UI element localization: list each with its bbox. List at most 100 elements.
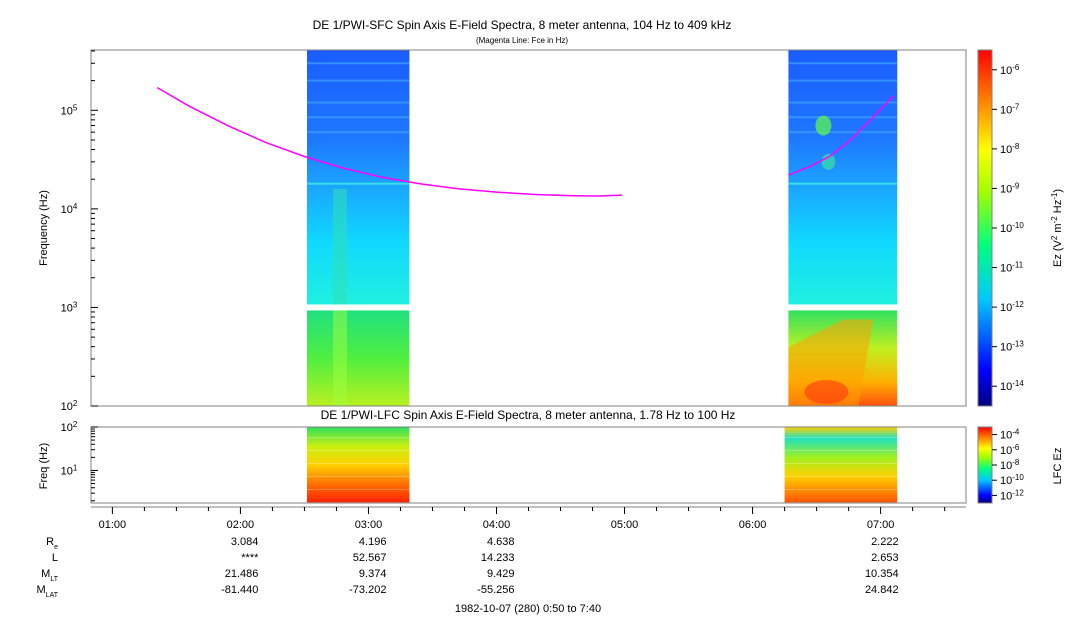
ephemeris-value: 4.638 bbox=[487, 536, 515, 548]
lfc-band bbox=[784, 437, 898, 438]
time-tick-label: 01:00 bbox=[99, 519, 127, 531]
sfc-emission-streak bbox=[332, 188, 347, 305]
ephemeris-value: 3.084 bbox=[231, 536, 259, 548]
lfc-colorbar-tick-label: 10-8 bbox=[1000, 458, 1020, 473]
lfc-block-0 bbox=[306, 427, 410, 503]
sfc-plot-frame bbox=[90, 49, 967, 407]
lfc-spectrogram-panel: 101 102 Freq (Hz) bbox=[38, 420, 967, 504]
time-tick-label: 03:00 bbox=[355, 519, 383, 531]
lfc-band bbox=[306, 476, 410, 477]
ephemeris-value: 9.429 bbox=[487, 568, 515, 580]
sfc-emission-patch bbox=[815, 115, 832, 136]
lfc-colorbar-tick-label: 10-4 bbox=[1000, 427, 1020, 442]
sfc-y-axis-label: Frequency (Hz) bbox=[38, 190, 50, 266]
lfc-band bbox=[306, 437, 410, 438]
chart-subtitle: (Magenta Line: Fce in Hz) bbox=[476, 36, 568, 45]
time-tick-label: 05:00 bbox=[611, 519, 639, 531]
ephemeris-value: 14.233 bbox=[481, 552, 515, 564]
lfc-band bbox=[306, 489, 410, 490]
ephemeris-value: -73.202 bbox=[349, 584, 386, 596]
sfc-emission-streak-low bbox=[332, 310, 347, 406]
sfc-stripe bbox=[788, 79, 898, 82]
lfc-y-tick-label: 102 bbox=[61, 420, 78, 435]
sfc-colorbar-tick-label: 10-13 bbox=[1000, 339, 1024, 354]
lfc-colorbar-scale bbox=[977, 426, 993, 504]
time-tick-label: 07:00 bbox=[867, 519, 895, 531]
sfc-colorbar-tick-label: 10-14 bbox=[1000, 379, 1024, 394]
footer-date-range: 1982-10-07 (280) 0:50 to 7:40 bbox=[455, 603, 601, 615]
ephemeris-row-label: MLT bbox=[41, 568, 59, 583]
sfc-stripe bbox=[788, 182, 898, 185]
sfc-y-tick-label: 103 bbox=[61, 300, 78, 315]
lfc-y-axis-label: Freq (Hz) bbox=[38, 443, 50, 489]
fce-line-segment-0 bbox=[156, 86, 623, 197]
ephemeris-value: 21.486 bbox=[225, 568, 259, 580]
ephemeris-value: -81.440 bbox=[221, 584, 258, 596]
ephemeris-value: **** bbox=[241, 552, 259, 564]
lfc-plot-frame bbox=[90, 426, 967, 504]
lfc-colorbar-tick-label: 10-12 bbox=[1000, 488, 1024, 503]
sfc-stripe bbox=[306, 79, 410, 82]
time-tick-label: 06:00 bbox=[739, 519, 767, 531]
sfc-colorbar-label: Ez (V2 m-2 Hz-1) bbox=[1050, 189, 1065, 267]
ephemeris-value: 10.354 bbox=[865, 568, 899, 580]
sfc-stripe bbox=[306, 131, 410, 134]
sfc-y-tick-label: 102 bbox=[61, 399, 78, 414]
lfc-band bbox=[784, 450, 898, 451]
sfc-block-high-0 bbox=[306, 50, 410, 305]
sfc-colorbar-tick-label: 10-8 bbox=[1000, 141, 1020, 156]
sfc-y-tick-label: 105 bbox=[61, 103, 78, 118]
sfc-emission-core bbox=[804, 380, 849, 404]
ephemeris-value: 4.196 bbox=[359, 536, 387, 548]
lfc-band bbox=[306, 463, 410, 464]
sfc-y-tick-label: 104 bbox=[61, 201, 78, 216]
lfc-band bbox=[784, 476, 898, 477]
sfc-stripe bbox=[788, 131, 898, 134]
chart-title: DE 1/PWI-SFC Spin Axis E-Field Spectra, … bbox=[313, 18, 732, 32]
lfc-title: DE 1/PWI-LFC Spin Axis E-Field Spectra, … bbox=[321, 408, 736, 422]
lfc-block-1 bbox=[784, 427, 898, 503]
time-tick-label: 04:00 bbox=[483, 519, 511, 531]
sfc-colorbar-tick-label: 10-10 bbox=[1000, 221, 1024, 236]
ephemeris-value: 2.653 bbox=[871, 552, 899, 564]
sfc-stripe bbox=[788, 62, 898, 65]
sfc-stripe bbox=[788, 116, 898, 119]
ephemeris-value: -55.256 bbox=[477, 584, 514, 596]
lfc-band bbox=[306, 450, 410, 451]
sfc-colorbar-tick-label: 10-12 bbox=[1000, 300, 1024, 315]
lfc-band bbox=[784, 463, 898, 464]
ephemeris-row-label: Re bbox=[46, 536, 58, 551]
sfc-stripe bbox=[788, 101, 898, 104]
sfc-spectrogram-panel: 102 103 104 105 Frequency (Hz) bbox=[38, 49, 967, 414]
fce-line-segment-1 bbox=[788, 95, 894, 176]
lfc-y-tick-label: 101 bbox=[61, 463, 78, 478]
time-axis: 01:00 02:00 03:00 04:00 05:00 06:00 07:00 bbox=[91, 506, 966, 531]
lfc-colorbar-tick-label: 10-10 bbox=[1000, 473, 1024, 488]
sfc-colorbar-tick-label: 10-7 bbox=[1000, 102, 1020, 117]
sfc-stripe bbox=[306, 116, 410, 119]
sfc-block-high-1 bbox=[788, 50, 898, 305]
time-tick-label: 02:00 bbox=[227, 519, 255, 531]
sfc-colorbar-tick-label: 10-11 bbox=[1000, 260, 1024, 275]
sfc-emission-patch bbox=[821, 153, 836, 170]
sfc-colorbar-scale bbox=[977, 49, 993, 407]
sfc-stripe bbox=[306, 182, 410, 185]
ephemeris-value: 2.222 bbox=[871, 536, 899, 548]
lfc-colorbar-label: LFC Ez bbox=[1052, 448, 1064, 485]
lfc-colorbar-tick-label: 10-6 bbox=[1000, 442, 1020, 457]
sfc-colorbar: 10-6 10-7 10-8 10-9 10-10 10-11 10-12 10-13 10-1… bbox=[977, 49, 1065, 407]
ephemeris-value: 24.842 bbox=[865, 584, 899, 596]
sfc-block-low-0 bbox=[306, 310, 410, 406]
sfc-colorbar-tick-label: 10-9 bbox=[1000, 181, 1020, 196]
ephemeris-row-label: MLAT bbox=[37, 584, 59, 599]
ephemeris-value: 9.374 bbox=[359, 568, 387, 580]
sfc-colorbar-tick-label: 10-6 bbox=[1000, 62, 1020, 77]
sfc-stripe bbox=[306, 101, 410, 104]
lfc-band bbox=[784, 489, 898, 490]
ephemeris-row-label: L bbox=[52, 552, 58, 564]
sfc-stripe bbox=[306, 62, 410, 65]
